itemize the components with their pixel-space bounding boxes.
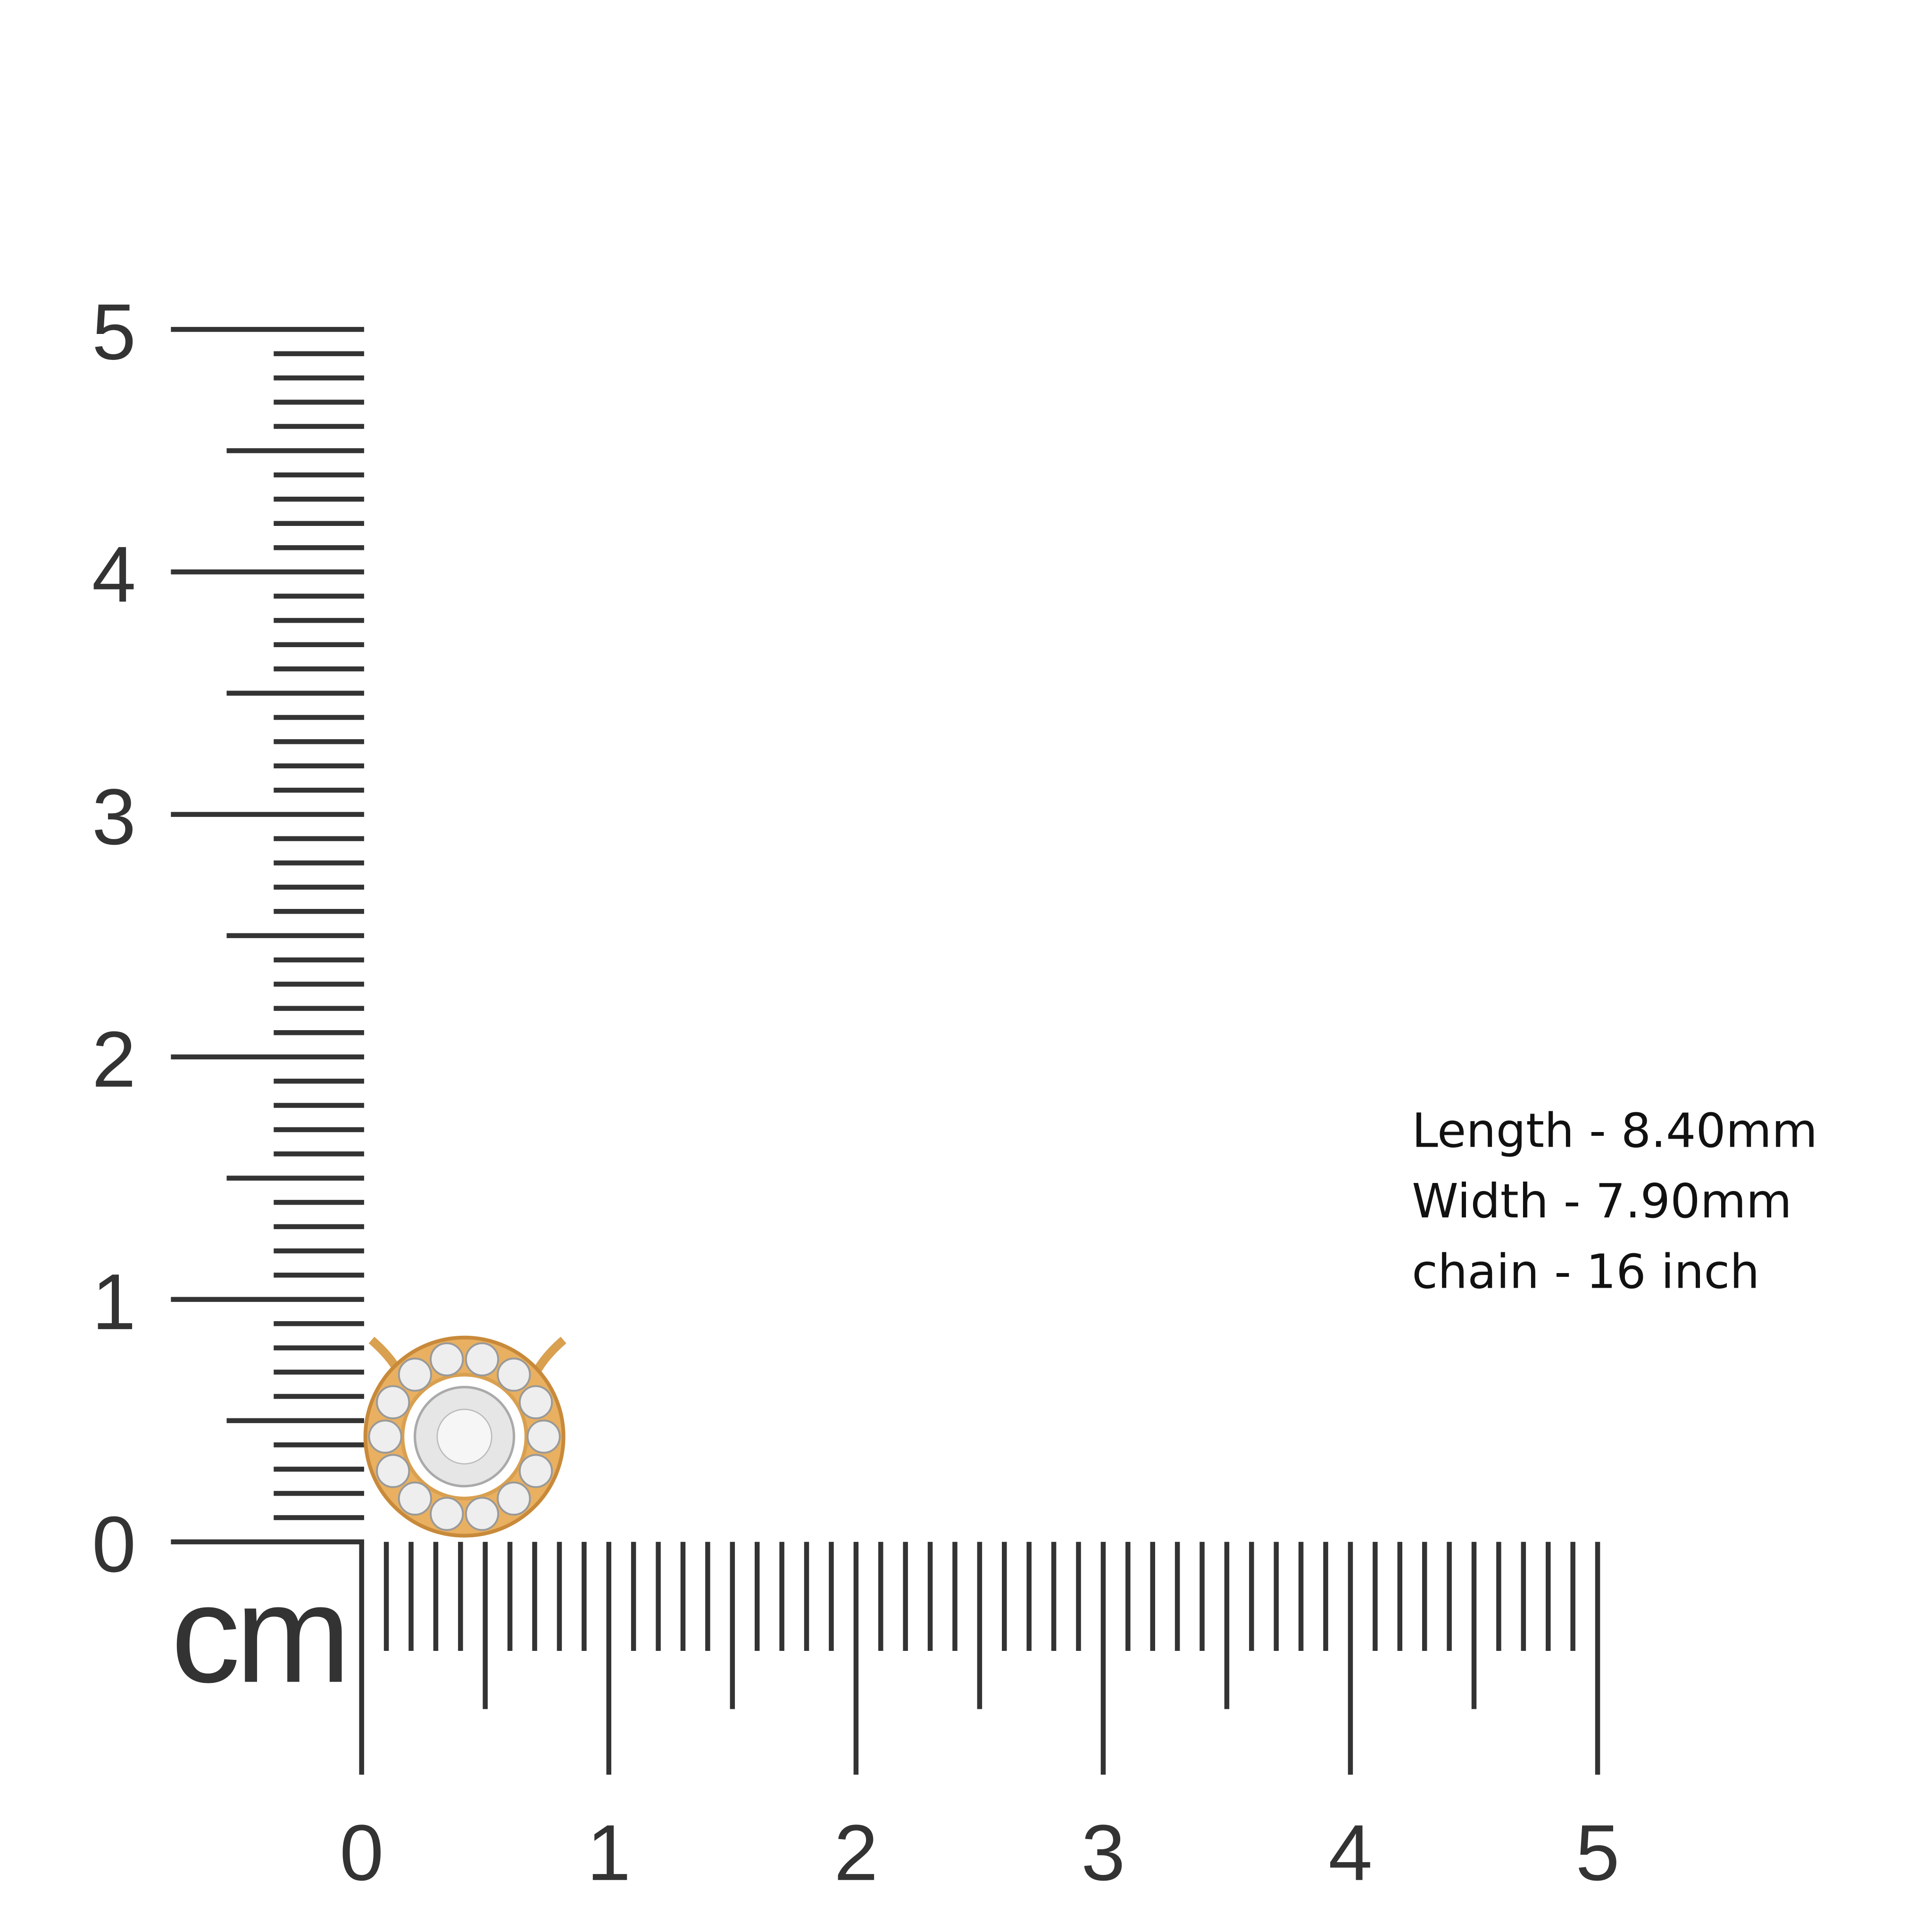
unit-label: cm — [171, 1557, 346, 1712]
vertical-ruler-label: 4 — [92, 530, 136, 619]
halo-stone — [368, 1419, 402, 1454]
horizontal-ruler-label: 3 — [1081, 1808, 1125, 1897]
horizontal-ruler-label: 2 — [834, 1808, 878, 1897]
spec-line: Length - 8.40mm — [1412, 1103, 1817, 1158]
halo-stone — [465, 1342, 500, 1377]
horizontal-ruler-label: 5 — [1575, 1808, 1619, 1897]
horizontal-ruler-label: 1 — [587, 1808, 631, 1897]
halo-stone — [376, 1454, 410, 1488]
halo-stone — [497, 1357, 531, 1392]
halo-stone — [526, 1419, 561, 1454]
vertical-ruler-label: 5 — [92, 287, 136, 376]
halo-stone — [398, 1482, 432, 1516]
vertical-ruler-label: 1 — [92, 1257, 136, 1346]
halo-stone — [518, 1454, 553, 1488]
vertical-ruler-label: 2 — [92, 1015, 136, 1104]
pendant — [363, 1335, 566, 1538]
horizontal-ruler-label: 4 — [1328, 1808, 1372, 1897]
spec-line: Width - 7.90mm — [1412, 1174, 1792, 1229]
spec-line: chain - 16 inch — [1412, 1244, 1759, 1299]
halo-stone — [376, 1385, 410, 1419]
halo-stone — [430, 1497, 464, 1531]
halo-stone — [398, 1357, 432, 1392]
vertical-ruler-label: 0 — [92, 1500, 136, 1589]
vertical-ruler-label: 3 — [92, 773, 136, 861]
halo-stone — [465, 1497, 500, 1531]
halo-stone — [518, 1385, 553, 1419]
halo-stone — [430, 1342, 464, 1377]
horizontal-ruler-label: 0 — [340, 1808, 383, 1897]
ruler-ticks — [171, 327, 1600, 1775]
halo-stone — [497, 1482, 531, 1516]
